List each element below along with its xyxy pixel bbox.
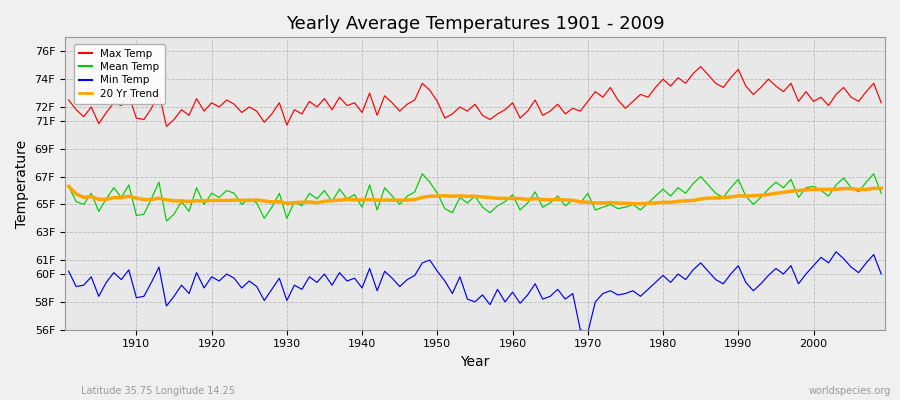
Legend: Max Temp, Mean Temp, Min Temp, 20 Yr Trend: Max Temp, Mean Temp, Min Temp, 20 Yr Tre… [74, 44, 165, 104]
Title: Yearly Average Temperatures 1901 - 2009: Yearly Average Temperatures 1901 - 2009 [285, 15, 664, 33]
X-axis label: Year: Year [460, 355, 490, 369]
Text: worldspecies.org: worldspecies.org [809, 386, 891, 396]
Y-axis label: Temperature: Temperature [15, 140, 29, 228]
Text: Latitude 35.75 Longitude 14.25: Latitude 35.75 Longitude 14.25 [81, 386, 235, 396]
